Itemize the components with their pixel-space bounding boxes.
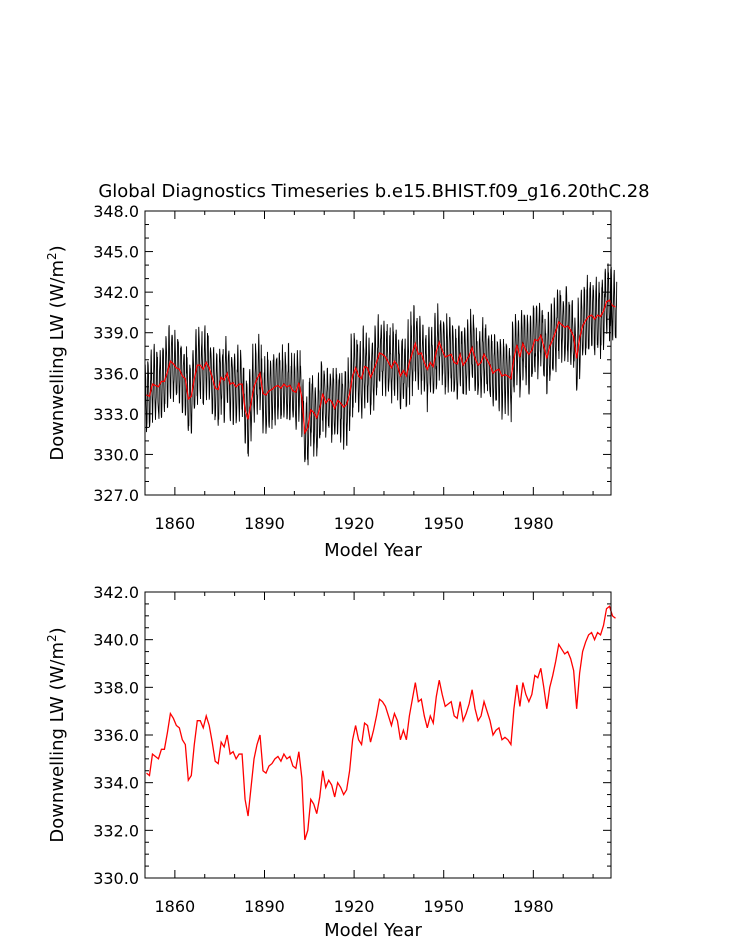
x-tick-label: 1980 xyxy=(513,514,554,533)
x-tick-label: 1980 xyxy=(513,897,554,916)
y-tick-label: 336.0 xyxy=(93,726,139,745)
x-tick-label: 1860 xyxy=(155,514,196,533)
series-line-annual-mean xyxy=(146,299,616,435)
top-plot-frame xyxy=(144,210,612,496)
y-tick-label: 336.0 xyxy=(93,364,139,383)
y-tick-label: 332.0 xyxy=(93,821,139,840)
y-tick-label: 334.0 xyxy=(93,774,139,793)
y-tick-label: 327.0 xyxy=(93,486,139,505)
series-line-monthly xyxy=(144,263,618,466)
bottom-x-axis-label: Model Year xyxy=(324,920,422,941)
y-tick-label: 338.0 xyxy=(93,678,139,697)
top-panel-tick-labels: 1860 1890 1920 1950 1980 327.0 330.0 333.0 336.0… xyxy=(93,202,554,533)
y-tick-label: 339.0 xyxy=(93,324,139,343)
y-tick-label: 330.0 xyxy=(93,869,139,888)
bottom-y-axis-label: Downwelling LW (W/m2) xyxy=(45,627,68,842)
top-panel-series xyxy=(144,263,618,466)
bottom-panel-series xyxy=(146,605,616,841)
x-tick-label: 1920 xyxy=(334,514,375,533)
y-tick-label: 348.0 xyxy=(93,202,139,221)
y-tick-label: 342.0 xyxy=(93,583,139,602)
x-tick-label: 1890 xyxy=(244,514,285,533)
bottom-panel-tick-labels: 1860 1890 1920 1950 1980 330.0 332.0 334.0 336.0… xyxy=(93,583,554,916)
bottom-panel-ticks xyxy=(144,591,611,879)
x-tick-label: 1920 xyxy=(334,897,375,916)
top-x-axis-label: Model Year xyxy=(324,540,422,561)
y-tick-label: 340.0 xyxy=(93,631,139,650)
y-tick-label: 333.0 xyxy=(93,405,139,424)
x-tick-label: 1950 xyxy=(423,897,464,916)
top-y-axis-label: Downwelling LW (W/m2) xyxy=(45,245,68,460)
series-line-annual-mean xyxy=(146,605,616,841)
bottom-panel: 1860 1890 1920 1950 1980 330.0 332.0 334.0 336.0… xyxy=(45,583,616,941)
y-tick-label: 345.0 xyxy=(93,243,139,262)
x-tick-label: 1860 xyxy=(155,897,196,916)
x-tick-label: 1890 xyxy=(244,897,285,916)
chart-title: Global Diagnostics Timeseries b.e15.BHIS… xyxy=(98,181,649,202)
top-panel: 1860 1890 1920 1950 1980 327.0 330.0 333.0 336.0… xyxy=(45,202,618,561)
y-tick-label: 342.0 xyxy=(93,283,139,302)
x-tick-label: 1950 xyxy=(423,514,464,533)
y-tick-label: 330.0 xyxy=(93,445,139,464)
bottom-plot-frame xyxy=(144,591,612,879)
